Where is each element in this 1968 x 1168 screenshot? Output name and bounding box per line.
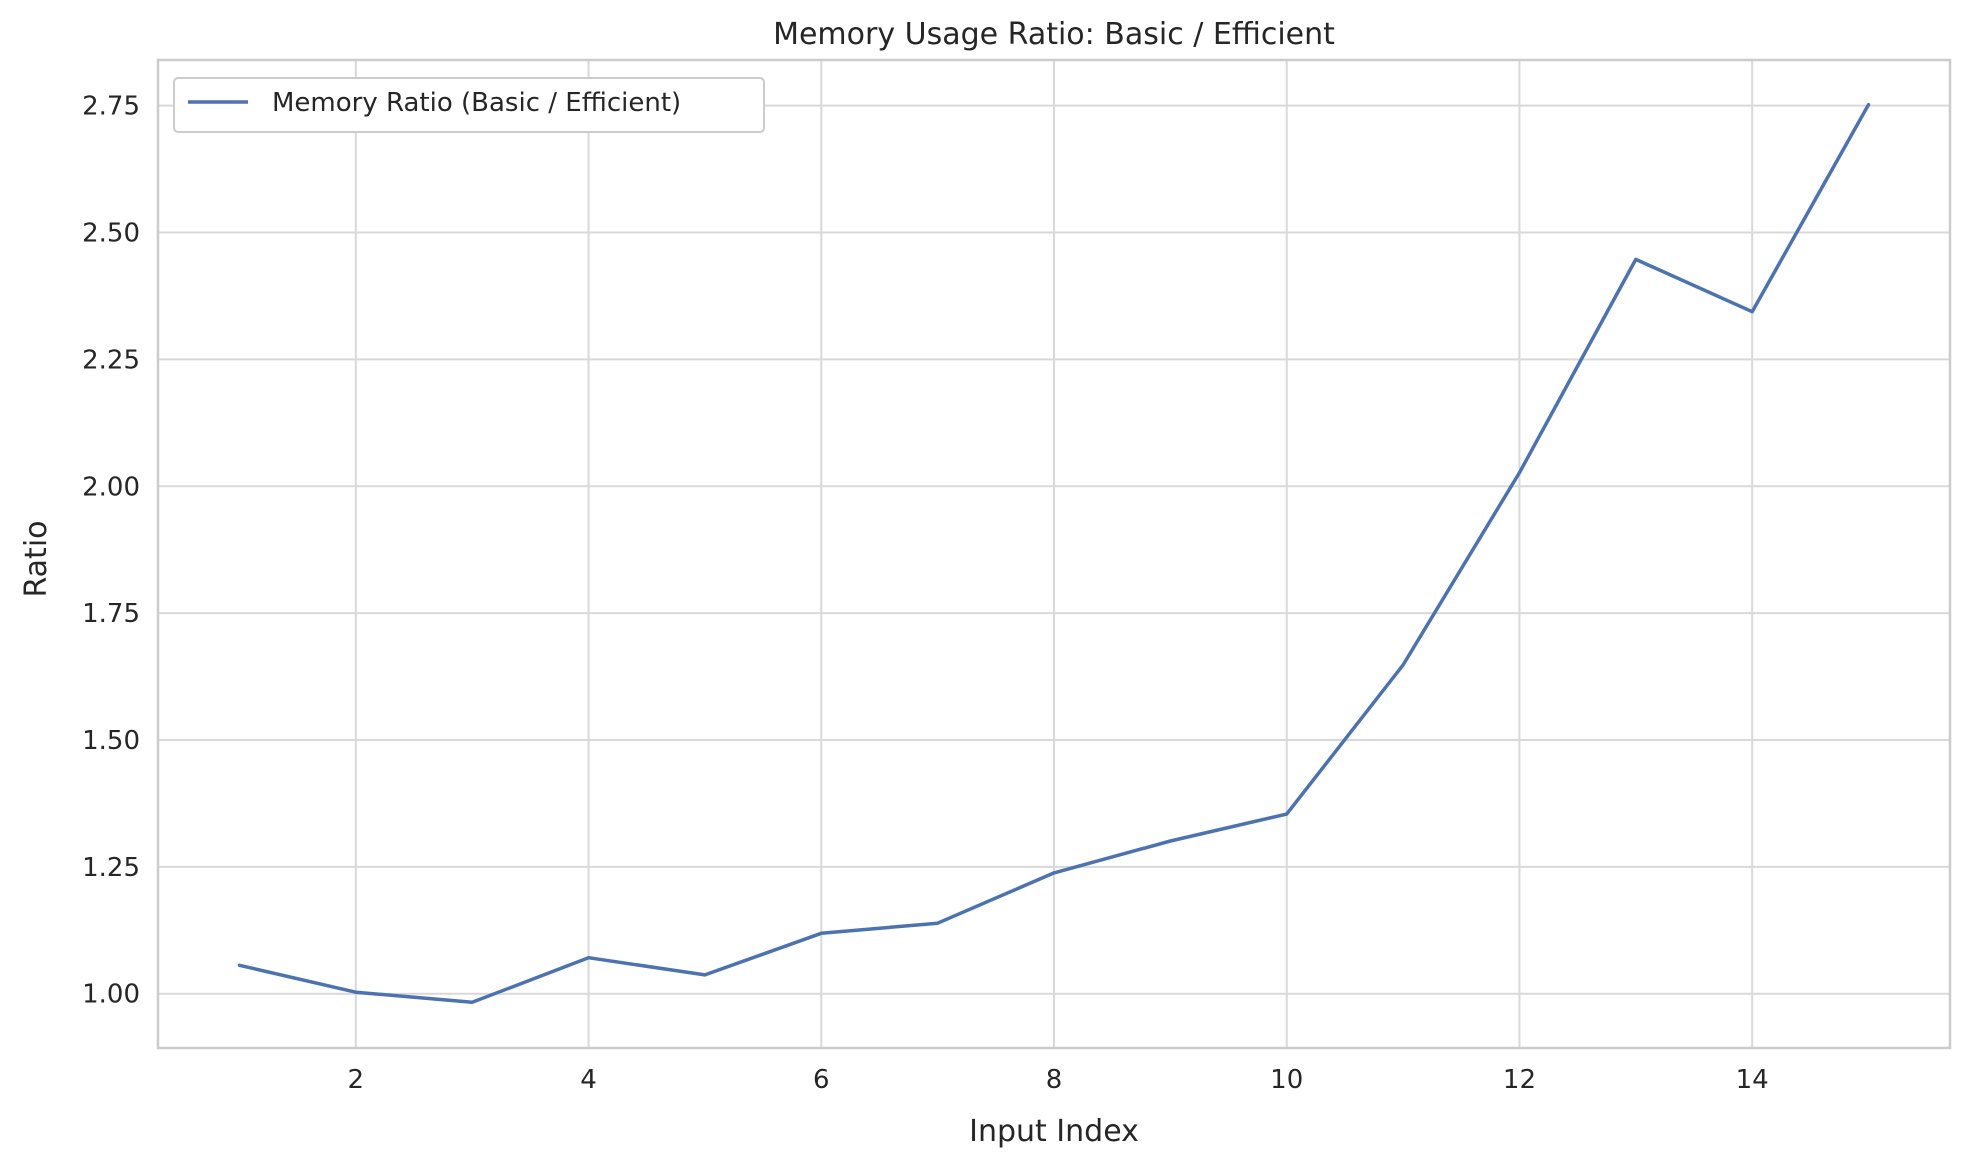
y-tick-label: 2.25	[82, 345, 140, 375]
x-axis-label: Input Index	[969, 1114, 1139, 1149]
series-layer	[237, 102, 1871, 1005]
y-tick-label: 1.50	[82, 726, 140, 756]
x-tick-label: 4	[580, 1065, 597, 1095]
y-tick-label: 1.00	[82, 980, 140, 1010]
y-tick-label: 1.25	[82, 853, 140, 883]
legend-label: Memory Ratio (Basic / Efficient)	[272, 88, 681, 118]
x-tick-label: 8	[1046, 1065, 1063, 1095]
x-tick-label: 14	[1736, 1065, 1769, 1095]
grid	[158, 60, 1950, 1048]
plot-frame	[156, 58, 1952, 1050]
y-tick-label: 2.00	[82, 472, 140, 502]
y-tick-label: 1.75	[82, 599, 140, 629]
y-tick-label: 2.50	[82, 219, 140, 249]
x-tick-label: 12	[1503, 1065, 1536, 1095]
x-axis-ticks: 2 4 6 8 10 12 14	[348, 1065, 1769, 1095]
series-line	[237, 102, 1871, 1005]
x-tick-label: 10	[1270, 1065, 1303, 1095]
legend-box	[173, 77, 765, 133]
x-tick-label: 6	[813, 1065, 830, 1095]
y-tick-label: 2.75	[82, 92, 140, 122]
y-axis-ticks: 1.00 1.25 1.50 1.75 2.00 2.25 2.50 2.75	[82, 92, 140, 1010]
legend: Memory Ratio (Basic / Efficient)	[173, 77, 765, 133]
y-axis-label: Ratio	[19, 520, 54, 597]
x-tick-label: 2	[348, 1065, 365, 1095]
chart-title: Memory Usage Ratio: Basic / Efficient	[773, 17, 1335, 52]
